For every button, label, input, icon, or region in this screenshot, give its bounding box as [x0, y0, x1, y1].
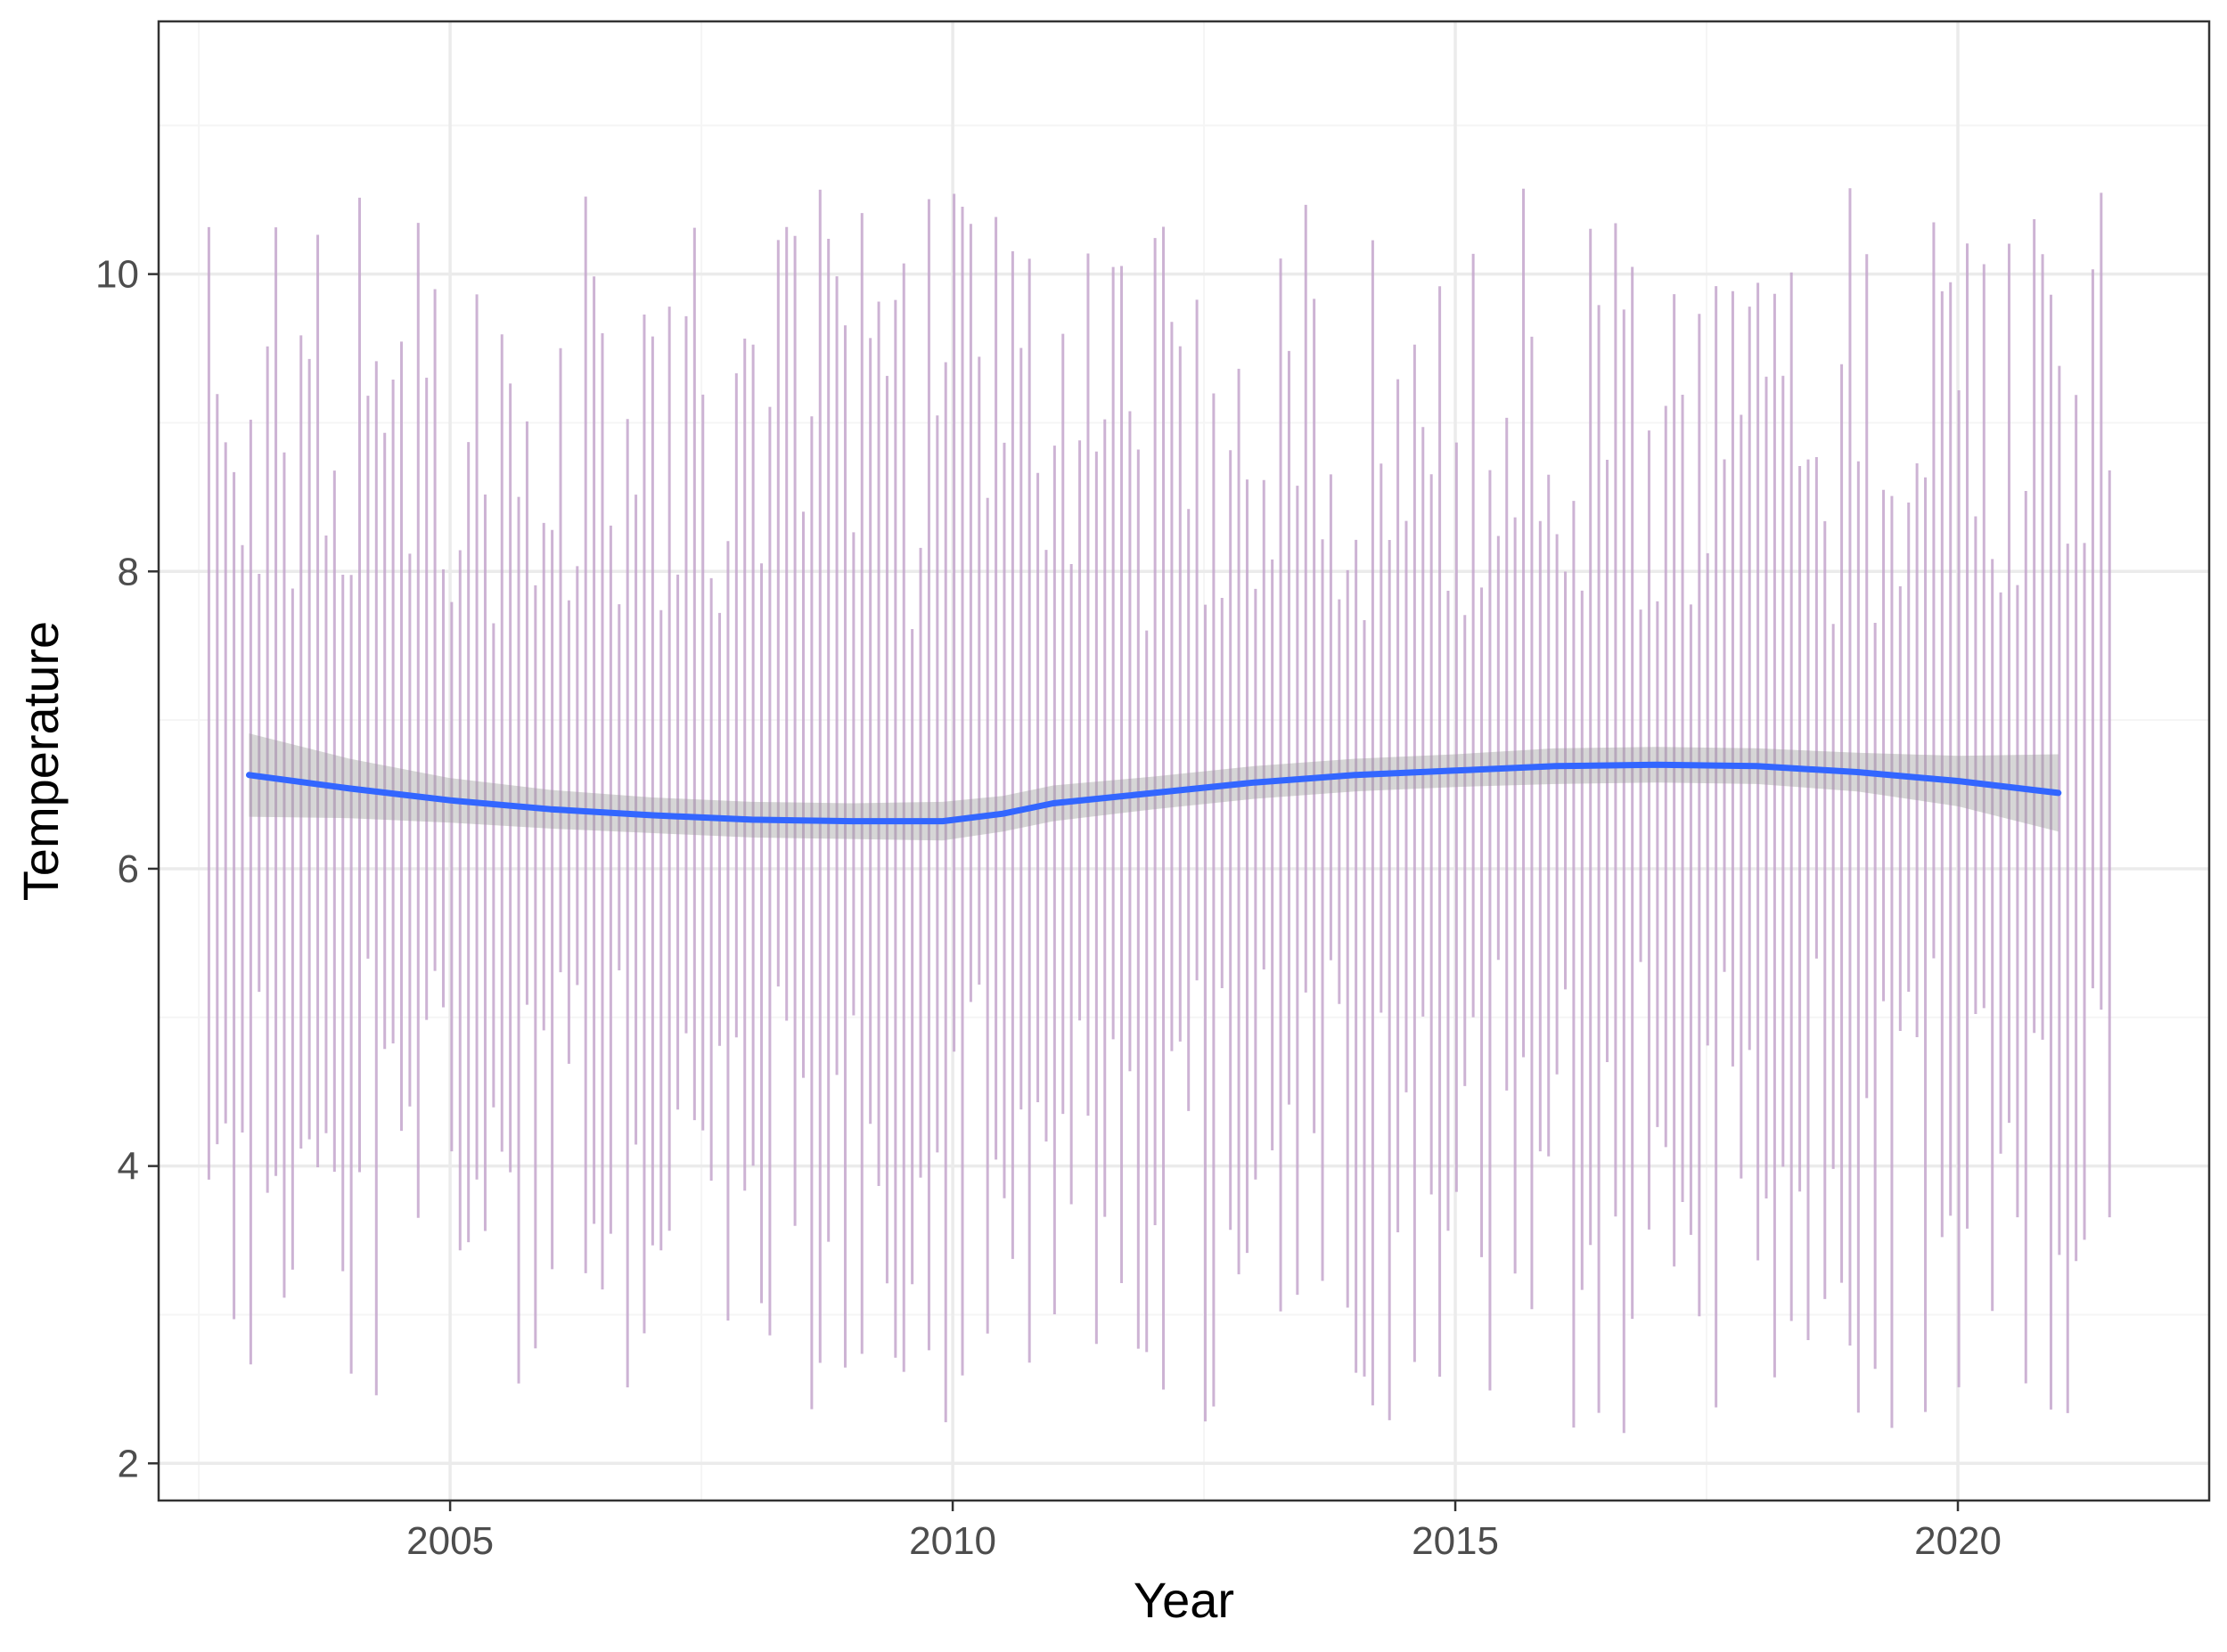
panel-border-layer: [157, 20, 2211, 1502]
x-tick-label: 2015: [1412, 1519, 1499, 1563]
x-tick-label: 2005: [406, 1519, 494, 1563]
y-tick-label: 2: [118, 1442, 139, 1485]
major-gridlines: [159, 21, 2209, 1501]
y-tick-label: 4: [118, 1145, 139, 1189]
confidence-band-layer: [249, 733, 2059, 841]
panel-border: [157, 20, 2211, 1502]
smooth-trend-line: [246, 761, 2062, 825]
y-tick-label: 10: [95, 253, 139, 297]
y-tick-label: 8: [118, 550, 139, 593]
axis-tick-labels: 2005 2010 2015 2020 2 4 6 8 10: [95, 253, 2002, 1563]
smooth-line-layer: [246, 761, 2062, 825]
confidence-band: [249, 733, 2059, 841]
y-tick-label: 6: [118, 847, 139, 891]
x-tick-label: 2020: [1914, 1519, 2002, 1563]
y-axis-title: Temperature: [12, 621, 69, 901]
axis-ticks: [148, 273, 1960, 1511]
x-axis-title: Year: [1134, 1572, 1234, 1628]
x-tick-label: 2010: [909, 1519, 996, 1563]
